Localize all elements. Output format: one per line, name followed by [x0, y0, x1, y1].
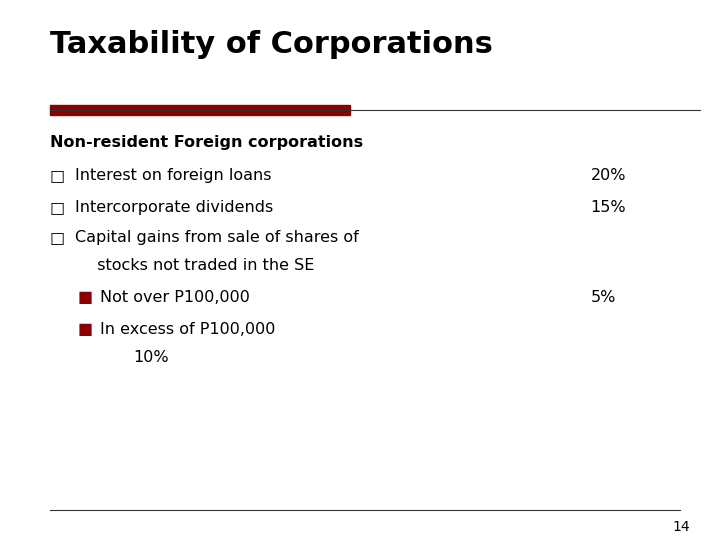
Text: 20%: 20% — [590, 168, 626, 183]
Text: Non-resident Foreign corporations: Non-resident Foreign corporations — [50, 135, 363, 150]
Text: Intercorporate dividends: Intercorporate dividends — [75, 200, 274, 215]
Text: Interest on foreign loans: Interest on foreign loans — [75, 168, 271, 183]
Text: Capital gains from sale of shares of: Capital gains from sale of shares of — [75, 230, 359, 245]
Text: □: □ — [50, 230, 65, 245]
Text: In excess of P100,000: In excess of P100,000 — [100, 322, 275, 337]
Text: 5%: 5% — [590, 290, 616, 305]
Text: Taxability of Corporations: Taxability of Corporations — [50, 30, 493, 59]
Text: □: □ — [50, 200, 65, 215]
Text: 14: 14 — [672, 520, 690, 534]
Text: 10%: 10% — [133, 350, 168, 365]
Text: □: □ — [50, 168, 65, 183]
Bar — [50, 105, 350, 115]
Text: ■: ■ — [78, 290, 93, 305]
Text: 15%: 15% — [590, 200, 626, 215]
Text: Not over P100,000: Not over P100,000 — [100, 290, 250, 305]
Text: stocks not traded in the SE: stocks not traded in the SE — [87, 258, 315, 273]
Text: ■: ■ — [78, 322, 93, 337]
